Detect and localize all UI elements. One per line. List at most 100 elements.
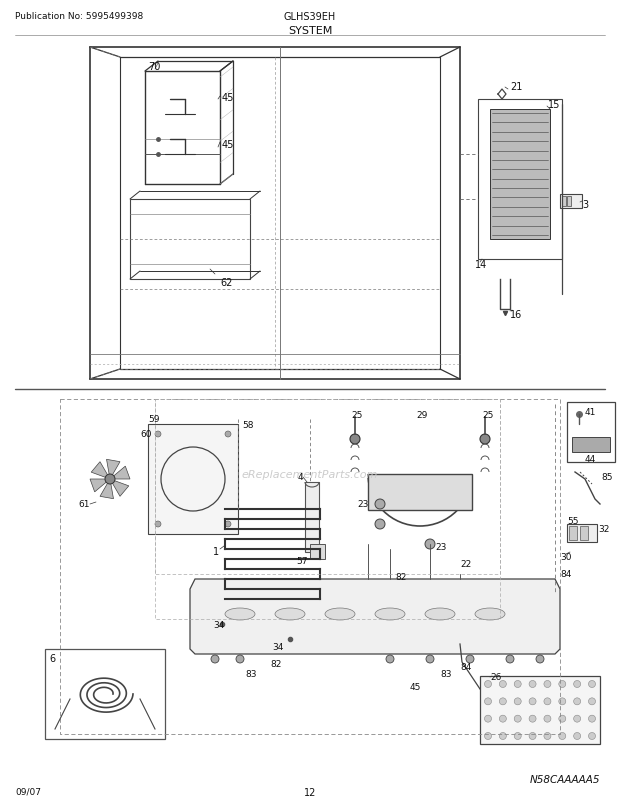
Bar: [45, 649, 165, 739]
Circle shape: [499, 681, 507, 687]
Circle shape: [484, 681, 492, 687]
Polygon shape: [572, 437, 610, 452]
Bar: [480, 676, 600, 744]
Bar: [560, 195, 582, 209]
Text: 30: 30: [560, 553, 572, 561]
Circle shape: [375, 520, 385, 529]
Text: 23: 23: [435, 542, 446, 551]
Bar: [567, 525, 597, 542]
Circle shape: [588, 681, 595, 687]
Bar: [569, 526, 577, 541]
Circle shape: [426, 655, 434, 663]
Bar: [567, 196, 571, 207]
Circle shape: [529, 698, 536, 705]
Bar: [478, 100, 562, 260]
Text: 82: 82: [395, 573, 406, 581]
Text: 84: 84: [460, 662, 471, 671]
Ellipse shape: [375, 608, 405, 620]
Bar: [567, 403, 615, 463]
Text: 34: 34: [272, 642, 283, 651]
Text: 45: 45: [222, 93, 234, 103]
Circle shape: [155, 521, 161, 528]
Circle shape: [499, 732, 507, 739]
Polygon shape: [310, 545, 325, 559]
Circle shape: [574, 715, 581, 723]
Text: 26: 26: [490, 672, 502, 681]
Bar: [562, 196, 566, 207]
Text: 62: 62: [220, 277, 232, 288]
Circle shape: [499, 715, 507, 723]
Text: 29: 29: [416, 411, 427, 419]
Text: 84: 84: [560, 569, 572, 578]
Circle shape: [588, 732, 595, 739]
Ellipse shape: [225, 608, 255, 620]
Circle shape: [529, 715, 536, 723]
Circle shape: [425, 539, 435, 549]
Text: 22: 22: [460, 559, 471, 569]
Polygon shape: [110, 467, 130, 480]
Circle shape: [559, 698, 566, 705]
Circle shape: [574, 732, 581, 739]
Text: 83: 83: [440, 669, 451, 678]
Circle shape: [375, 500, 385, 509]
Text: 60: 60: [140, 429, 151, 439]
Ellipse shape: [325, 608, 355, 620]
Text: 45: 45: [410, 683, 422, 691]
Text: 41: 41: [585, 407, 596, 416]
Text: 15: 15: [548, 100, 560, 110]
Circle shape: [236, 655, 244, 663]
Circle shape: [514, 715, 521, 723]
Polygon shape: [190, 579, 560, 654]
Circle shape: [559, 681, 566, 687]
Text: 1: 1: [213, 546, 219, 557]
Text: 4: 4: [298, 472, 304, 481]
Bar: [580, 526, 588, 541]
Circle shape: [544, 698, 551, 705]
Text: 34: 34: [213, 620, 224, 630]
Circle shape: [544, 732, 551, 739]
Circle shape: [514, 732, 521, 739]
Text: eReplacementParts.com: eReplacementParts.com: [242, 469, 378, 480]
Text: 44: 44: [585, 455, 596, 464]
Text: 70: 70: [148, 62, 161, 72]
Text: 16: 16: [510, 310, 522, 320]
Circle shape: [484, 715, 492, 723]
Circle shape: [506, 655, 514, 663]
Circle shape: [350, 435, 360, 444]
Circle shape: [544, 715, 551, 723]
Text: 3: 3: [582, 200, 588, 210]
Text: 23: 23: [357, 500, 368, 508]
Circle shape: [529, 681, 536, 687]
Circle shape: [588, 715, 595, 723]
Polygon shape: [110, 480, 129, 496]
Text: 25: 25: [482, 411, 494, 419]
Circle shape: [466, 655, 474, 663]
Text: 58: 58: [242, 420, 254, 429]
Ellipse shape: [275, 608, 305, 620]
Circle shape: [480, 435, 490, 444]
Circle shape: [211, 655, 219, 663]
Text: 12: 12: [304, 787, 316, 797]
Text: 6: 6: [49, 653, 55, 663]
Circle shape: [514, 681, 521, 687]
Bar: [305, 482, 319, 553]
Circle shape: [514, 698, 521, 705]
Bar: [148, 424, 238, 534]
Text: Publication No: 5995499398: Publication No: 5995499398: [15, 12, 143, 21]
Circle shape: [529, 732, 536, 739]
Text: 57: 57: [296, 557, 308, 565]
Ellipse shape: [475, 608, 505, 620]
Ellipse shape: [425, 608, 455, 620]
Text: GLHS39EH: GLHS39EH: [284, 12, 336, 22]
Text: 14: 14: [475, 260, 487, 269]
Bar: [490, 110, 550, 240]
Text: 59: 59: [148, 415, 159, 423]
Text: 45: 45: [222, 140, 234, 150]
Circle shape: [559, 732, 566, 739]
Circle shape: [574, 698, 581, 705]
Circle shape: [499, 698, 507, 705]
Text: 09/07: 09/07: [15, 787, 41, 796]
Circle shape: [386, 655, 394, 663]
Circle shape: [484, 698, 492, 705]
Circle shape: [588, 698, 595, 705]
